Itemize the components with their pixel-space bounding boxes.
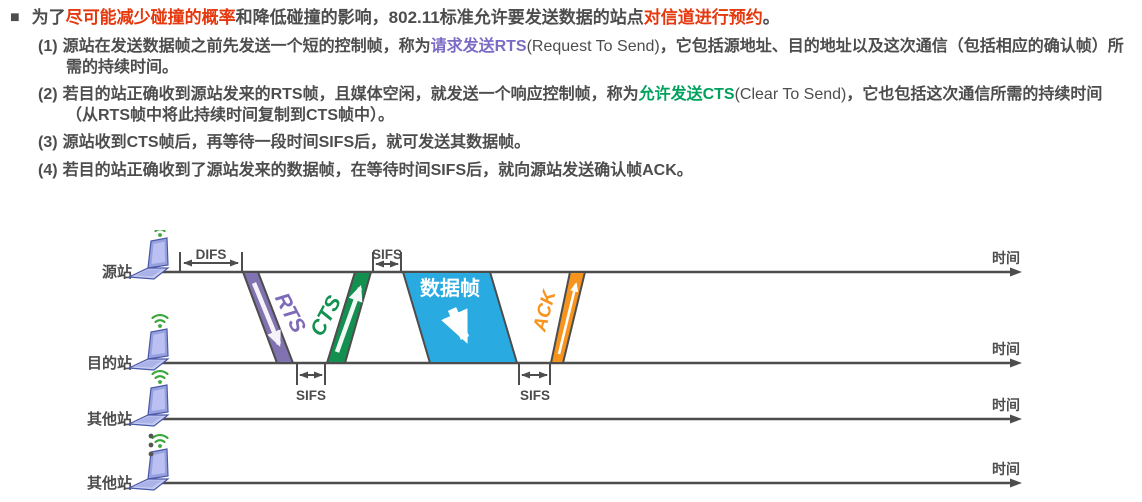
- time-label-3: 时间: [992, 397, 1020, 413]
- ellipsis-dots: [148, 433, 154, 457]
- sifs-measure-bottom-2: [518, 363, 551, 385]
- station-label-other-1: 其他站: [87, 410, 132, 428]
- intro-line: ■ 为了尽可能减少碰撞的概率和降低碰撞的影响，802.11标准允许要发送数据的站点…: [10, 6, 1132, 30]
- numbered-list: (1) 源站在发送数据帧之前先发送一个短的控制帧，称为请求发送RTS(Reques…: [38, 37, 1132, 181]
- difs-measure: [179, 252, 243, 272]
- data-arrow-icon: [441, 307, 470, 344]
- keyword-rts: 请求发送RTS: [430, 38, 527, 55]
- difs-label: DIFS: [196, 247, 227, 262]
- laptop-wifi-icon: [127, 313, 170, 372]
- item-text: ，它也包括这次通信所需的持续时间（从RTS帧中将此持续时间复制到CTS帧中）。: [66, 86, 1103, 124]
- intro-seg1: 为了: [31, 8, 66, 27]
- keyword-cts: 允许发送CTS: [638, 86, 735, 103]
- sifs-measure-bottom-1: [296, 363, 326, 385]
- time-label-2: 时间: [992, 341, 1020, 357]
- timeline-destination: [160, 358, 1022, 368]
- timing-diagram-svg: 时间 时间 时间 时间 源站 目的站 其他站 其他站 DIFS SIFS SIF…: [87, 222, 1022, 492]
- item-number: (1): [38, 38, 58, 55]
- list-item-1: (1) 源站在发送数据帧之前先发送一个短的控制帧，称为请求发送RTS(Reques…: [38, 37, 1132, 78]
- timeline-source: [160, 267, 1022, 277]
- item-text: 若目的站正确收到源站发来的RTS帧，且媒体空闲，就发送一个响应控制帧，称为: [62, 86, 639, 103]
- ack-label: ACK: [529, 287, 561, 334]
- list-item-4: (4) 若目的站正确收到了源站发来的数据帧，在等待时间SIFS后，就向源站发送确认…: [38, 161, 1132, 182]
- time-label-1: 时间: [992, 250, 1020, 266]
- item-text: ，它包括源地址、目的地址以及这次通信（包括相应的确认帧）所需的持续时间。: [66, 38, 1124, 76]
- sifs-label-bottom-1: SIFS: [296, 388, 326, 403]
- sifs-measure-top: [372, 252, 402, 272]
- laptop-wifi-icon: [127, 222, 170, 281]
- timeline-other-1: [160, 414, 1022, 424]
- time-label-4: 时间: [992, 461, 1020, 477]
- ack-arrow-icon: [557, 282, 579, 355]
- cts-arrow-icon: [334, 285, 363, 353]
- list-item-2: (2) 若目的站正确收到源站发来的RTS帧，且媒体空闲，就发送一个响应控制帧，称为…: [38, 85, 1132, 126]
- data-frame-label: 数据帧: [420, 276, 480, 300]
- item-number: (3): [38, 134, 58, 151]
- laptop-wifi-icon: [127, 433, 170, 492]
- item-text: 源站在发送数据帧之前先发送一个短的控制帧，称为: [62, 38, 431, 55]
- data-frame-band: 数据帧: [401, 271, 519, 364]
- rts-cts-timing-diagram: 时间 时间 时间 时间 源站 目的站 其他站 其他站 DIFS SIFS SIF…: [0, 222, 1142, 497]
- intro-seg3: 和降低碰撞的影响，802.11标准允许要发送数据的站点: [235, 8, 644, 27]
- intro-seg5: 。: [762, 8, 780, 27]
- timeline-other-2: [160, 478, 1022, 488]
- english-expansion: (Request To Send): [526, 38, 660, 55]
- square-bullet-icon: ■: [10, 9, 20, 26]
- list-item-3: (3) 源站收到CTS帧后，再等待一段时间SIFS后，就可发送其数据帧。: [38, 133, 1132, 154]
- rts-band: [241, 271, 295, 364]
- sifs-label-top: SIFS: [372, 247, 402, 262]
- item-text: 源站收到CTS帧后，再等待一段时间SIFS后，就可发送其数据帧。: [62, 134, 531, 151]
- station-label-other-2: 其他站: [87, 474, 132, 492]
- ack-band: [549, 271, 587, 364]
- intro-highlight-1: 尽可能减少碰撞的概率: [65, 8, 236, 27]
- station-label-destination: 目的站: [87, 354, 132, 372]
- text-block: ■ 为了尽可能减少碰撞的概率和降低碰撞的影响，802.11标准允许要发送数据的站点…: [10, 6, 1132, 181]
- item-number: (4): [38, 161, 58, 179]
- item-number: (2): [38, 86, 58, 103]
- intro-highlight-2: 对信道进行预约: [643, 8, 763, 27]
- cts-band: [325, 271, 373, 364]
- english-expansion: (Clear To Send): [734, 86, 847, 103]
- station-label-source: 源站: [102, 263, 132, 281]
- rts-arrow-icon: [251, 282, 282, 347]
- item-text: 若目的站正确收到了源站发来的数据帧，在等待时间SIFS后，就向源站发送确认帧AC…: [62, 161, 693, 179]
- laptop-wifi-icon: [127, 369, 170, 428]
- sifs-label-bottom-2: SIFS: [520, 388, 550, 403]
